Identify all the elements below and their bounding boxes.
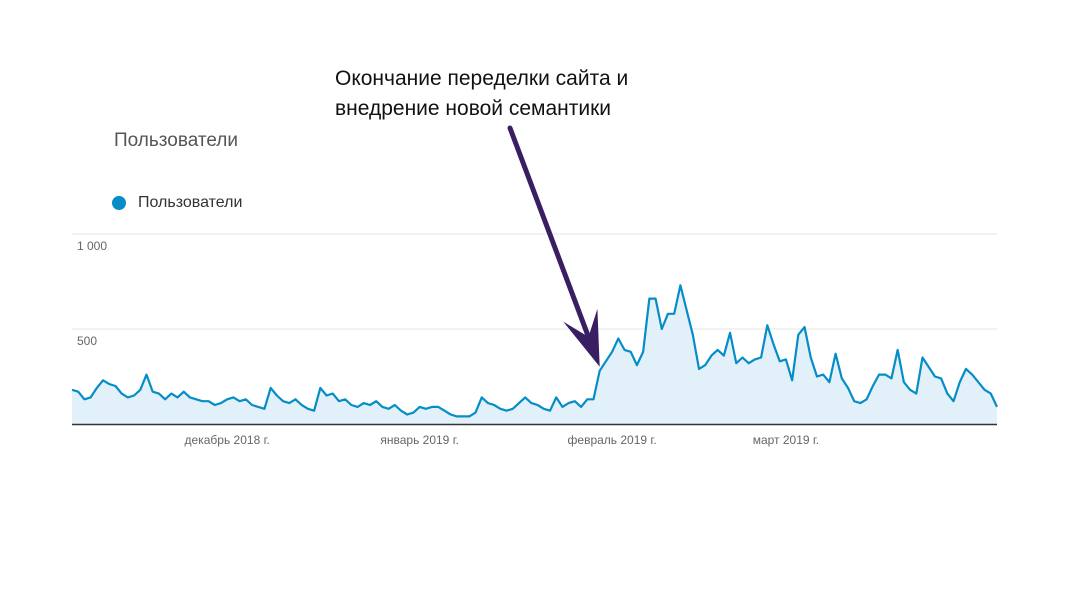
x-tick-label-2: февраль 2019 г. [568,433,657,447]
legend-marker [112,196,126,210]
x-tick-label-3: март 2019 г. [753,433,819,447]
annotation-line-1: Окончание переделки сайта и [335,67,629,90]
legend-label: Пользователи [138,194,243,211]
y-tick-label-1: 500 [77,334,97,348]
chart-title: Пользователи [114,130,239,151]
annotation-text: Окончание переделки сайта и внедрение но… [335,64,628,124]
series-area [72,285,997,424]
annotation-arrow-shaft [507,125,591,340]
annotation-line-2: внедрение новой семантики [335,97,612,120]
x-tick-label-1: январь 2019 г. [380,433,459,447]
annotation-arrow-head [563,308,600,367]
series-line [71,284,998,418]
legend[interactable]: Пользователи [112,194,242,212]
x-tick-label-0: декабрь 2018 г. [185,433,270,447]
y-tick-label-0: 1 000 [77,239,107,253]
